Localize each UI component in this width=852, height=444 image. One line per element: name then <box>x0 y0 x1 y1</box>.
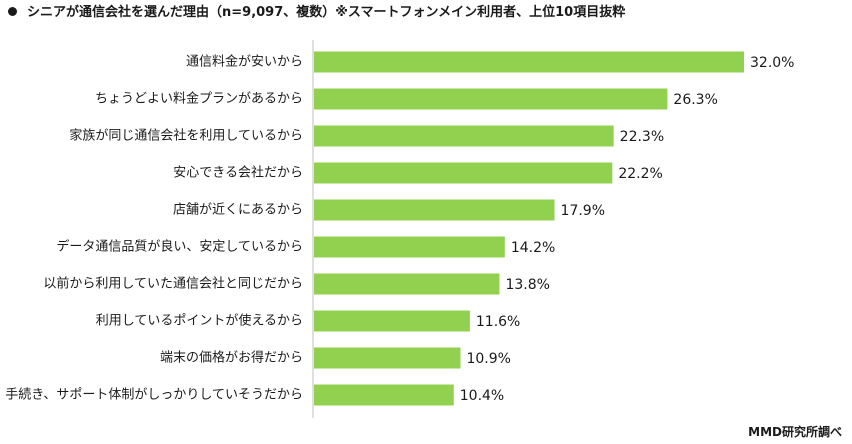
value-label: 10.4% <box>460 388 504 404</box>
category-label: 手続き、サポート体制がしっかりしていそうだから <box>5 388 303 403</box>
value-label: 22.3% <box>620 129 664 145</box>
bullet-icon <box>8 7 17 16</box>
value-label: 22.2% <box>618 166 662 182</box>
value-label: 26.3% <box>673 92 717 108</box>
value-label: 32.0% <box>750 55 794 71</box>
category-label: 店舗が近くにあるから <box>173 203 303 218</box>
source-credit: MMD研究所調べ <box>748 425 842 439</box>
bar <box>314 125 614 147</box>
category-label: 利用しているポイントが使えるから <box>96 313 303 329</box>
category-label: 以前から利用していた通信会社と同じだから <box>43 276 303 292</box>
category-label: 安心できる会社だから <box>173 165 303 181</box>
chart-title: シニアが通信会社を選んだ理由（n=9,097、複数）※スマートフォンメイン利用者… <box>8 4 625 22</box>
chart-title-text: シニアが通信会社を選んだ理由（n=9,097、複数）※スマートフォンメイン利用者… <box>27 5 626 20</box>
bar <box>314 384 454 406</box>
value-label: 17.9% <box>561 203 605 219</box>
value-label: 10.9% <box>466 351 510 367</box>
bar <box>314 51 744 73</box>
bar <box>314 199 555 221</box>
category-label: データ通信品質が良い、安定しているから <box>56 239 303 255</box>
bar <box>314 310 470 332</box>
category-label: ちょうどよい料金プランがあるから <box>95 91 303 107</box>
bar <box>314 236 505 258</box>
bar <box>314 88 668 110</box>
bar <box>314 273 500 295</box>
category-label: 端末の価格がお得だから <box>160 350 303 366</box>
value-label: 13.8% <box>505 277 549 293</box>
bar <box>314 162 613 184</box>
category-label: 家族が同じ通信会社を利用しているから <box>69 128 303 144</box>
bar <box>314 347 461 369</box>
category-label: 通信料金が安いから <box>186 54 303 70</box>
value-label: 11.6% <box>476 314 520 330</box>
value-label: 14.2% <box>511 240 555 256</box>
